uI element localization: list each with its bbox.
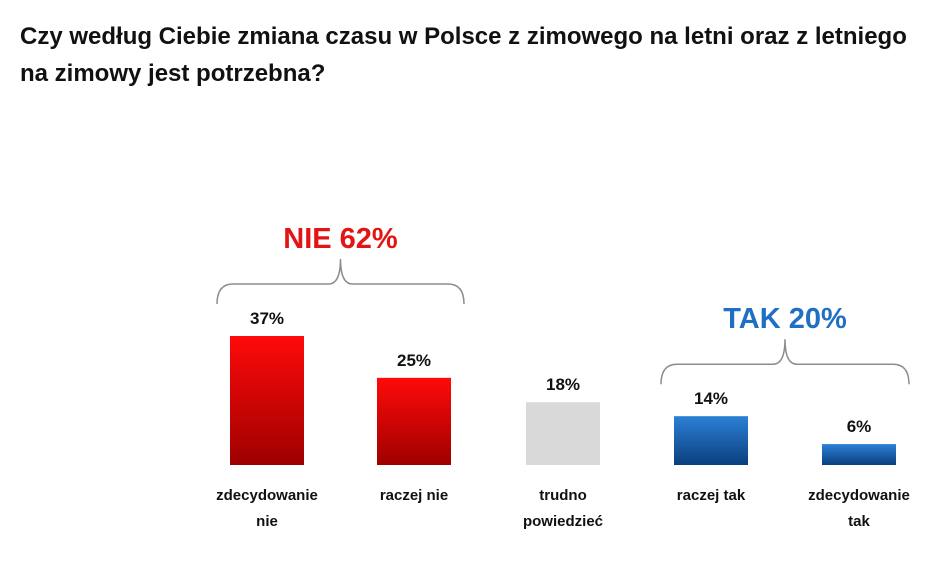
value-label-2: 18%	[546, 375, 580, 394]
bar-2	[526, 402, 600, 465]
bar-4	[822, 444, 896, 465]
category-label-2-0: trudno	[539, 487, 586, 504]
value-label-3: 14%	[694, 389, 728, 408]
chart-title: Czy według Ciebie zmiana czasu w Polsce …	[20, 23, 907, 87]
category-label-4-1: tak	[848, 513, 870, 530]
bar-0	[230, 336, 304, 465]
category-label-0-0: zdecydowanie	[216, 487, 318, 504]
category-label-2-1: powiedzieć	[523, 513, 603, 530]
value-label-0: 37%	[250, 309, 284, 328]
group-label-1: TAK 20%	[723, 303, 847, 335]
group-label-0: NIE 62%	[283, 223, 398, 255]
category-label-3-0: raczej tak	[677, 487, 746, 504]
group-bracket-1	[660, 339, 910, 385]
value-label-4: 6%	[847, 417, 872, 436]
value-label-1: 25%	[397, 351, 431, 370]
bar-1	[377, 377, 451, 465]
group-bracket-0	[216, 258, 465, 305]
bar-3	[674, 416, 748, 465]
category-label-4-0: zdecydowanie	[808, 487, 910, 504]
category-label-1-0: raczej nie	[380, 487, 448, 504]
category-label-0-1: nie	[256, 513, 278, 530]
